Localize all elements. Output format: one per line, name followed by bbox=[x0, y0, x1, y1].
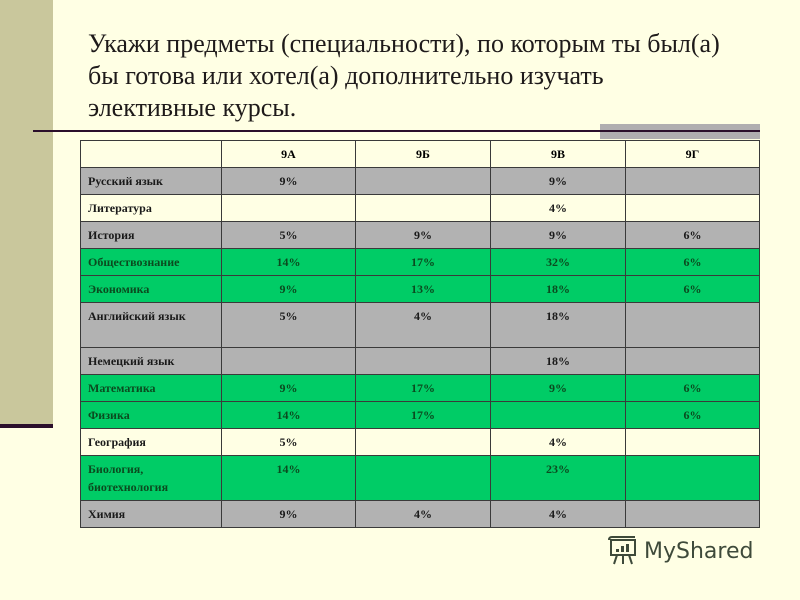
value-cell: 4% bbox=[490, 428, 626, 456]
value-cell bbox=[625, 428, 760, 456]
value-cell: 9% bbox=[490, 167, 626, 195]
header-cell-9g: 9Г bbox=[625, 140, 760, 168]
value-cell: 14% bbox=[221, 401, 356, 429]
title-divider bbox=[33, 130, 760, 132]
value-cell: 18% bbox=[490, 275, 626, 303]
subject-cell: Немецкий язык bbox=[80, 347, 222, 375]
subject-cell: Математика bbox=[80, 374, 222, 402]
subject-cell: История bbox=[80, 221, 222, 249]
table-row: Немецкий язык 18% bbox=[80, 347, 760, 375]
value-cell: 6% bbox=[625, 401, 760, 429]
value-cell bbox=[221, 194, 356, 222]
table-row: Математика 9% 17% 9% 6% bbox=[80, 374, 760, 402]
watermark: MyShared bbox=[606, 536, 753, 566]
table-row: Химия 9% 4% 4% bbox=[80, 500, 760, 528]
value-cell: 5% bbox=[221, 428, 356, 456]
value-cell bbox=[355, 428, 491, 456]
value-cell: 9% bbox=[221, 167, 356, 195]
title-divider-overlay bbox=[600, 130, 760, 132]
value-cell: 4% bbox=[490, 500, 626, 528]
header-cell-9b: 9Б bbox=[355, 140, 491, 168]
header-cell-empty bbox=[80, 140, 222, 168]
value-cell: 14% bbox=[221, 455, 356, 501]
value-cell bbox=[625, 167, 760, 195]
value-cell: 4% bbox=[355, 302, 491, 348]
subject-cell: Русский язык bbox=[80, 167, 222, 195]
value-cell: 9% bbox=[221, 374, 356, 402]
value-cell: 17% bbox=[355, 248, 491, 276]
value-cell: 5% bbox=[221, 302, 356, 348]
table-row: Литература 4% bbox=[80, 194, 760, 222]
value-cell: 6% bbox=[625, 248, 760, 276]
subject-cell: Обществознание bbox=[80, 248, 222, 276]
table-row: География 5% 4% bbox=[80, 428, 760, 456]
table-row: Физика 14% 17% 6% bbox=[80, 401, 760, 429]
value-cell: 6% bbox=[625, 374, 760, 402]
value-cell bbox=[625, 347, 760, 375]
value-cell bbox=[625, 302, 760, 348]
value-cell bbox=[625, 455, 760, 501]
table-row: Английский язык 5% 4% 18% bbox=[80, 302, 760, 348]
value-cell: 18% bbox=[490, 347, 626, 375]
title-line-1: Укажи предметы (специальности), по котор… bbox=[88, 29, 720, 58]
table-row: История 5% 9% 9% 6% bbox=[80, 221, 760, 249]
value-cell: 32% bbox=[490, 248, 626, 276]
value-cell bbox=[221, 347, 356, 375]
subject-cell: Английский язык bbox=[80, 302, 222, 348]
value-cell: 17% bbox=[355, 374, 491, 402]
subject-cell: Химия bbox=[80, 500, 222, 528]
watermark-text: MyShared bbox=[644, 538, 754, 564]
title-line-2: бы готова или хотел(а) дополнительно изу… bbox=[88, 61, 604, 90]
value-cell: 9% bbox=[490, 374, 626, 402]
table-row: Обществознание 14% 17% 32% 6% bbox=[80, 248, 760, 276]
value-cell: 9% bbox=[490, 221, 626, 249]
value-cell: 4% bbox=[355, 500, 491, 528]
value-cell: 18% bbox=[490, 302, 626, 348]
table-row: Русский язык 9% 9% bbox=[80, 167, 760, 195]
value-cell bbox=[355, 347, 491, 375]
value-cell bbox=[490, 401, 626, 429]
elective-survey-table: 9А 9Б 9В 9Г Русский язык 9% 9% Литератур… bbox=[80, 140, 760, 528]
subject-cell: Биология, биотехнология bbox=[80, 455, 222, 501]
value-cell: 4% bbox=[490, 194, 626, 222]
value-cell bbox=[355, 194, 491, 222]
value-cell: 9% bbox=[355, 221, 491, 249]
value-cell: 6% bbox=[625, 275, 760, 303]
table-row: Биология, биотехнология 14% 23% bbox=[80, 455, 760, 501]
value-cell bbox=[355, 167, 491, 195]
table-header-row: 9А 9Б 9В 9Г bbox=[80, 140, 760, 168]
subject-cell: Литература bbox=[80, 194, 222, 222]
value-cell: 6% bbox=[625, 221, 760, 249]
header-cell-9v: 9В bbox=[490, 140, 626, 168]
value-cell: 13% bbox=[355, 275, 491, 303]
value-cell: 5% bbox=[221, 221, 356, 249]
header-cell-9a: 9А bbox=[221, 140, 356, 168]
left-band-underline bbox=[0, 424, 53, 428]
value-cell bbox=[355, 455, 491, 501]
left-decorative-band bbox=[0, 0, 53, 425]
subject-cell: Физика bbox=[80, 401, 222, 429]
title-line-3: элективные курсы. bbox=[88, 93, 297, 122]
value-cell bbox=[625, 194, 760, 222]
value-cell: 14% bbox=[221, 248, 356, 276]
table-row: Экономика 9% 13% 18% 6% bbox=[80, 275, 760, 303]
value-cell bbox=[625, 500, 760, 528]
slide-title: Укажи предметы (специальности), по котор… bbox=[88, 28, 768, 124]
value-cell: 17% bbox=[355, 401, 491, 429]
value-cell: 9% bbox=[221, 275, 356, 303]
value-cell: 23% bbox=[490, 455, 626, 501]
presentation-board-icon bbox=[606, 536, 640, 566]
subject-cell: География bbox=[80, 428, 222, 456]
value-cell: 9% bbox=[221, 500, 356, 528]
subject-cell: Экономика bbox=[80, 275, 222, 303]
